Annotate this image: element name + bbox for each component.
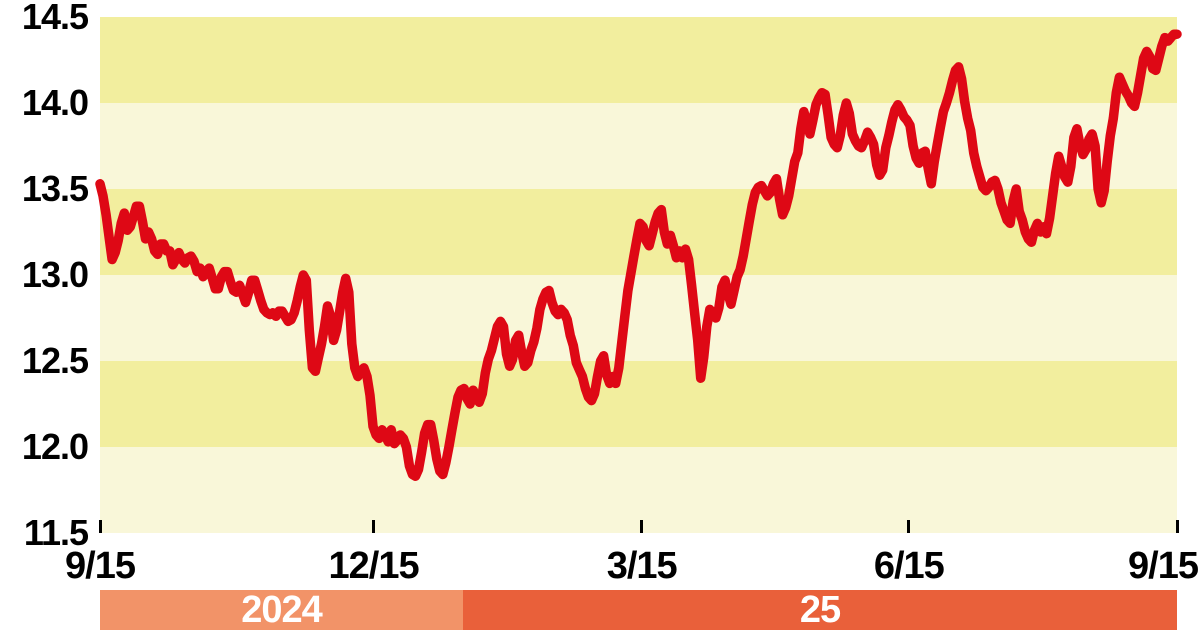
y-tick-label: 11.5 (23, 512, 89, 553)
plot-band (100, 447, 1177, 533)
y-tick-label: 14.0 (21, 82, 89, 123)
x-tick-mark (372, 520, 376, 533)
plot-area (95, 17, 1182, 533)
y-tick-label: 14.5 (21, 0, 89, 37)
year-segment-2024: 2024 (100, 590, 463, 630)
y-tick-label: 12.5 (21, 340, 89, 381)
year-segment-2024-label: 2024 (241, 589, 323, 630)
x-tick-label: 3/15 (606, 545, 678, 587)
plot-band (100, 17, 1177, 103)
plot-band (100, 361, 1177, 447)
y-tick-label: 13.5 (21, 168, 89, 209)
price-line (95, 29, 1182, 481)
x-tick-mark (1175, 520, 1179, 533)
y-tick-label: 13.0 (21, 254, 89, 295)
price-line-svg (95, 29, 1182, 481)
x-tick-mark (640, 520, 644, 533)
year-bar: 2024 25 (100, 590, 1177, 630)
x-tick-label: 12/15 (328, 545, 420, 587)
x-tick-label: 6/15 (873, 545, 945, 587)
x-tick-label: 9/15 (1128, 545, 1199, 587)
x-tick-mark (98, 520, 102, 533)
x-tick-mark (907, 520, 911, 533)
year-segment-2025-label: 25 (799, 589, 841, 630)
x-tick-label: 9/15 (65, 545, 136, 587)
y-tick-label: 12.0 (21, 426, 89, 467)
plot-band (100, 103, 1177, 189)
year-segment-2025: 25 (462, 589, 1177, 630)
